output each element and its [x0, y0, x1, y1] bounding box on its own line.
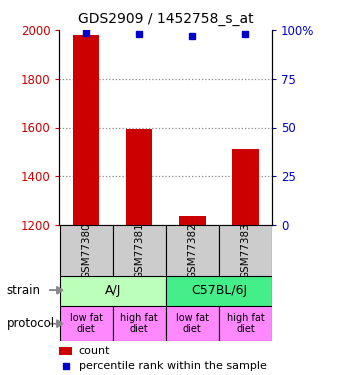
- Bar: [166, 225, 219, 276]
- Text: percentile rank within the sample: percentile rank within the sample: [79, 362, 267, 371]
- Text: GSM77383: GSM77383: [240, 222, 251, 279]
- Text: count: count: [79, 346, 110, 356]
- Bar: [219, 306, 272, 341]
- Bar: [59, 306, 113, 341]
- Bar: [113, 225, 166, 276]
- Text: A/J: A/J: [104, 284, 121, 297]
- Bar: [166, 276, 272, 306]
- Bar: [59, 225, 113, 276]
- Text: GSM77381: GSM77381: [134, 222, 144, 279]
- Bar: [179, 216, 206, 225]
- Title: GDS2909 / 1452758_s_at: GDS2909 / 1452758_s_at: [78, 12, 254, 26]
- Text: low fat
diet: low fat diet: [176, 313, 209, 334]
- Text: strain: strain: [7, 284, 41, 297]
- Text: high fat
diet: high fat diet: [226, 313, 264, 334]
- Text: protocol: protocol: [7, 317, 55, 330]
- Bar: [59, 276, 166, 306]
- Bar: [113, 306, 166, 341]
- Bar: [73, 35, 99, 225]
- Text: GSM77380: GSM77380: [81, 222, 91, 279]
- Text: low fat
diet: low fat diet: [70, 313, 103, 334]
- Bar: [166, 306, 219, 341]
- Text: GSM77382: GSM77382: [187, 222, 197, 279]
- Bar: [59, 346, 72, 355]
- Bar: [232, 149, 259, 225]
- Bar: [219, 225, 272, 276]
- Bar: [126, 129, 152, 225]
- Text: C57BL/6J: C57BL/6J: [191, 284, 247, 297]
- Text: high fat
diet: high fat diet: [120, 313, 158, 334]
